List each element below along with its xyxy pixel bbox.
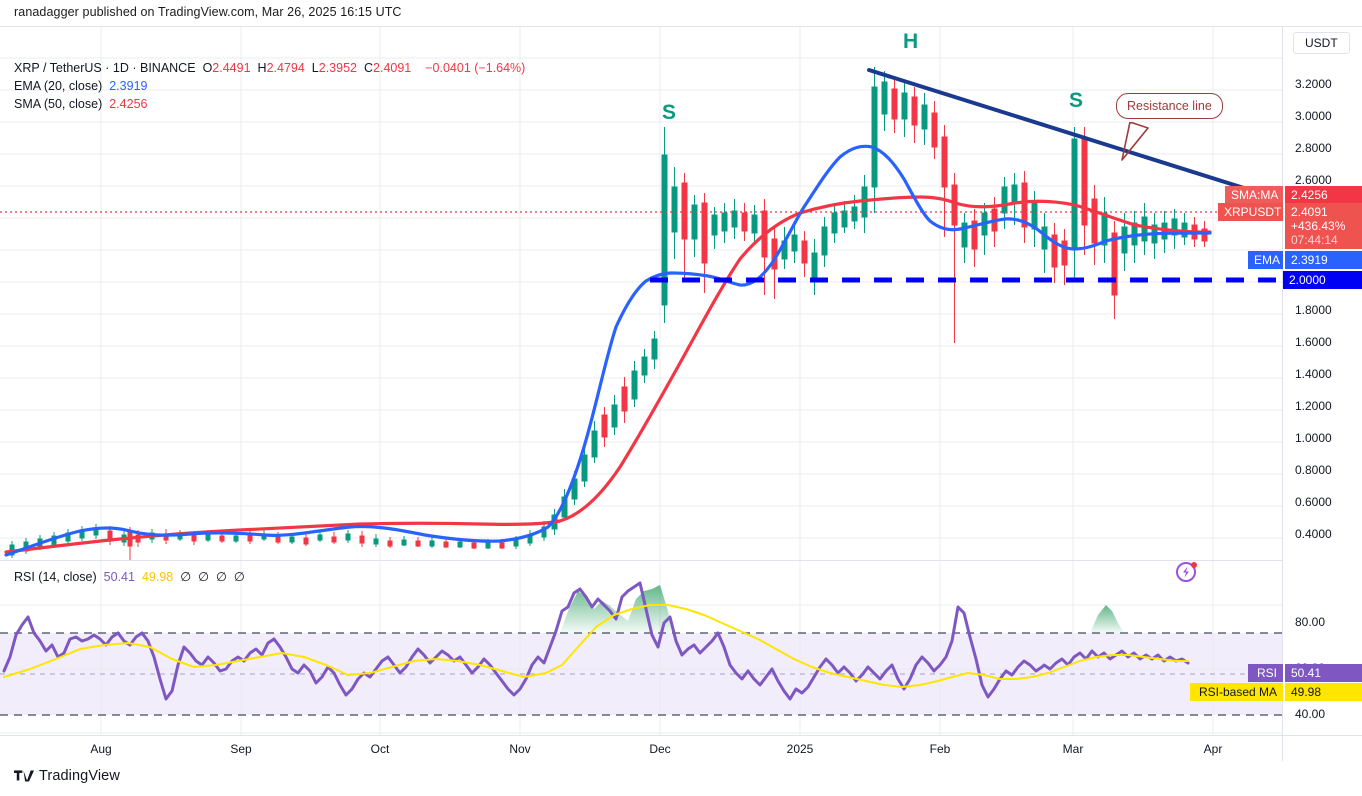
- pattern-label-right-shoulder: S: [1069, 89, 1084, 112]
- tradingview-brand-label: TradingView: [39, 768, 120, 784]
- rsi-tag-name[interactable]: RSI: [1248, 664, 1283, 682]
- price-tick-2-6000: 2.6000: [1295, 173, 1332, 187]
- rsi-overbought-fill-2: [1090, 605, 1124, 633]
- time-label-mar: Mar: [1062, 742, 1084, 756]
- price-tick-3-2000: 3.2000: [1295, 77, 1332, 91]
- chart-frame: S H S XRP / TetherUS · 1D · BINANCE O2.44…: [0, 26, 1362, 761]
- tradingview-footer[interactable]: TradingView: [14, 768, 120, 784]
- pattern-label-left-shoulder: S: [662, 101, 677, 124]
- candlestick-series: [9, 67, 1208, 560]
- rsi-tag-value[interactable]: 50.41: [1285, 664, 1362, 682]
- ema-tag-value[interactable]: 2.3919: [1285, 251, 1362, 269]
- time-label-sep: Sep: [230, 742, 252, 756]
- axis-corner: [1283, 735, 1362, 761]
- sma-tag-value[interactable]: 2.4256: [1285, 186, 1362, 204]
- alert-lightning-icon[interactable]: [1174, 558, 1200, 584]
- rsi-ma-tag-name[interactable]: RSI-based MA: [1190, 683, 1283, 701]
- legend-high-value: 2.4794: [266, 61, 305, 75]
- rsi-legend[interactable]: RSI (14, close) 50.41 49.98 ∅ ∅ ∅ ∅: [14, 569, 245, 584]
- legend-sep-1: ·: [101, 61, 113, 75]
- legend-close-value: 2.4091: [373, 61, 412, 75]
- time-label-dec: Dec: [649, 742, 671, 756]
- rsi-legend-empty-2: ∅: [198, 570, 210, 584]
- rsi-legend-empty-3: ∅: [216, 570, 227, 584]
- legend-close-label: C: [363, 61, 374, 75]
- price-tick-1-4000: 1.4000: [1295, 367, 1332, 381]
- support-tag-value[interactable]: 2.0000: [1283, 271, 1362, 289]
- time-label-oct: Oct: [370, 742, 390, 756]
- rsi-legend-value: 50.41: [103, 570, 135, 584]
- rsi-tick-40: 40.00: [1295, 707, 1326, 721]
- price-tick-3-0000: 3.0000: [1295, 109, 1332, 123]
- chart-legend[interactable]: XRP / TetherUS · 1D · BINANCE O2.4491 H2.4…: [14, 60, 525, 114]
- legend-ema-value: 2.3919: [109, 79, 148, 93]
- rsi-line: [2, 581, 1190, 701]
- time-label-nov: Nov: [509, 742, 531, 756]
- resistance-trendline: [867, 68, 1265, 196]
- price-chart-svg: [0, 27, 1282, 560]
- tradingview-logo-icon: [14, 770, 34, 782]
- rsi-legend-ma-value: 49.98: [141, 570, 174, 584]
- ema-tag-name[interactable]: EMA: [1248, 251, 1283, 269]
- legend-ema-label: EMA (20, close): [14, 79, 103, 93]
- rsi-legend-label: RSI (14, close): [14, 570, 97, 584]
- rsi-chart-svg: [0, 561, 1282, 735]
- price-pane[interactable]: S H S: [0, 27, 1283, 560]
- legend-ema-row[interactable]: EMA (20, close) 2.3919: [14, 78, 525, 94]
- legend-sep-2: ·: [128, 61, 140, 75]
- legend-open-label: O: [202, 61, 213, 75]
- rsi-legend-empty-4: ∅: [233, 570, 245, 584]
- time-label-2025: 2025: [786, 742, 814, 756]
- legend-interval[interactable]: 1D: [112, 61, 129, 75]
- horizontal-gridlines: [0, 57, 1282, 539]
- time-label-apr: Apr: [1203, 742, 1223, 756]
- rsi-legend-empty-1: ∅: [180, 570, 192, 584]
- legend-high-label: H: [257, 61, 267, 75]
- time-label-aug: Aug: [90, 742, 112, 756]
- price-tick-1-2000: 1.2000: [1295, 399, 1332, 413]
- price-axis[interactable]: USDT 3.2000 3.0000 2.8000 2.6000 1.8000 …: [1283, 27, 1362, 735]
- legend-sma-value: 2.4256: [109, 97, 148, 111]
- pattern-label-head: H: [903, 30, 919, 53]
- legend-change: −0.0401 (−1.64%): [425, 61, 526, 75]
- publish-credit-line: ranadagger published on TradingView.com,…: [14, 5, 402, 19]
- resistance-annotation-bubble[interactable]: Resistance line: [1116, 93, 1223, 119]
- legend-exchange: BINANCE: [139, 61, 196, 75]
- legend-symbol-row: XRP / TetherUS · 1D · BINANCE O2.4491 H2.4…: [14, 60, 525, 76]
- symbol-tag-name[interactable]: XRPUSDT: [1218, 203, 1283, 221]
- symbol-price-change-pct: +436.43%: [1291, 219, 1346, 233]
- ema-20-line: [4, 144, 1212, 557]
- price-tick-0-4000: 0.4000: [1295, 527, 1332, 541]
- symbol-price-tag[interactable]: 2.4091 +436.43% 07:44:14: [1285, 203, 1362, 249]
- price-tick-2-8000: 2.8000: [1295, 141, 1332, 155]
- legend-open-value: 2.4491: [212, 61, 251, 75]
- currency-unit-box[interactable]: USDT: [1293, 32, 1350, 54]
- time-label-feb: Feb: [929, 742, 951, 756]
- price-tick-1-6000: 1.6000: [1295, 335, 1332, 349]
- legend-sma-label: SMA (50, close): [14, 97, 103, 111]
- annotation-pointer: [1121, 122, 1149, 161]
- symbol-countdown: 07:44:14: [1291, 233, 1338, 247]
- sma-tag-name[interactable]: SMA:MA: [1225, 186, 1283, 204]
- legend-low-label: L: [311, 61, 319, 75]
- price-tick-0-8000: 0.8000: [1295, 463, 1332, 477]
- price-tick-1-0000: 1.0000: [1295, 431, 1332, 445]
- time-axis[interactable]: Aug Sep Oct Nov Dec 2025 Feb Mar Apr: [0, 735, 1283, 761]
- rsi-ma-line: [3, 604, 1189, 688]
- rsi-ma-tag-value[interactable]: 49.98: [1285, 683, 1362, 701]
- rsi-tick-80: 80.00: [1295, 615, 1326, 629]
- symbol-price-value: 2.4091: [1291, 205, 1328, 219]
- price-tick-1-8000: 1.8000: [1295, 303, 1332, 317]
- sma-50-line: [4, 195, 1212, 554]
- legend-symbol[interactable]: XRP / TetherUS: [14, 61, 102, 75]
- price-tick-0-6000: 0.6000: [1295, 495, 1332, 509]
- legend-low-value: 2.3952: [318, 61, 357, 75]
- legend-sma-row[interactable]: SMA (50, close) 2.4256: [14, 96, 525, 112]
- rsi-pane[interactable]: RSI (14, close) 50.41 49.98 ∅ ∅ ∅ ∅: [0, 560, 1283, 735]
